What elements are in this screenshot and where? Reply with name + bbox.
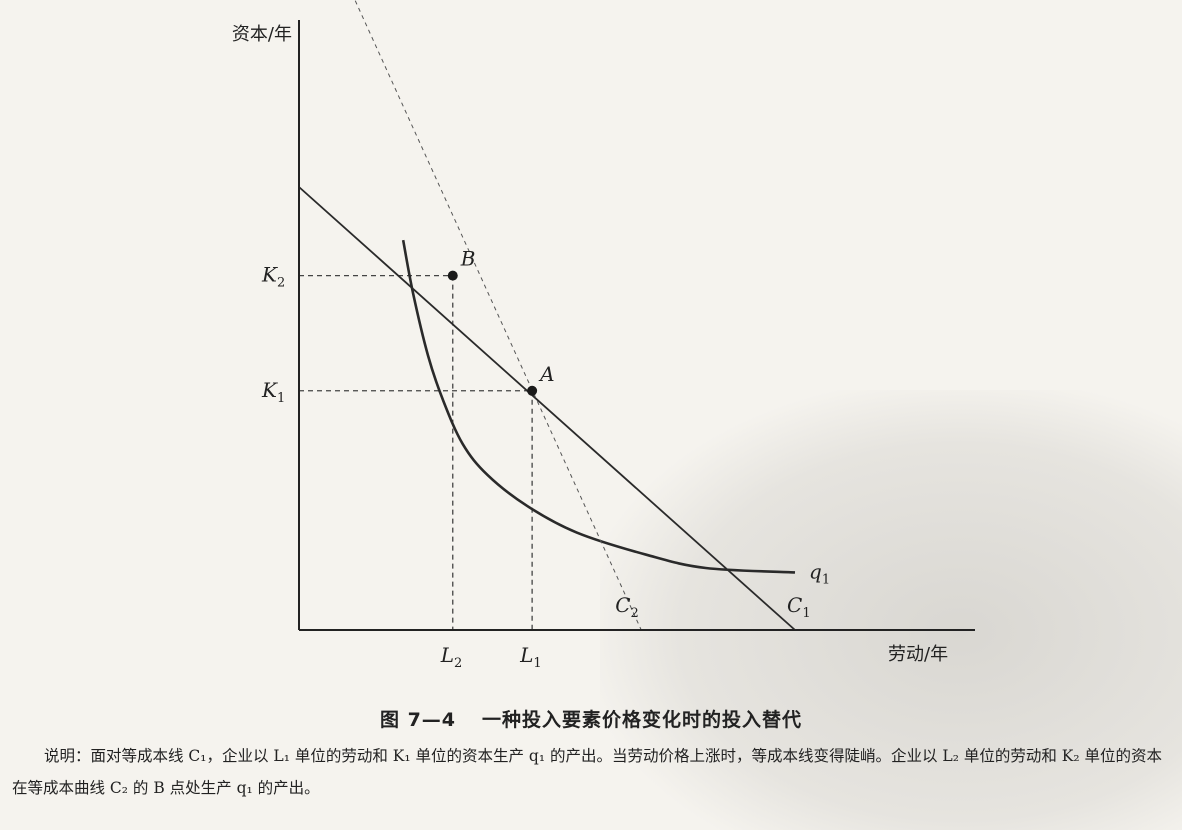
guide-lines [299,274,533,630]
series-label-C2: C2 [615,593,639,621]
point-B [447,270,458,281]
series-label-C1-sub: 1 [802,606,810,621]
point-markers [447,270,538,396]
x-tick-label-L1-main: L [519,643,533,667]
series-label-q1-sub: 1 [822,572,830,587]
figure-number: 图 7—4 [379,709,457,731]
curves [298,0,796,631]
figure-note: 说明：面对等成本线 C₁，企业以 L₁ 单位的劳动和 K₁ 单位的资本生产 q₁… [12,747,1163,797]
y-tick-label-K1: K1 [261,378,285,406]
series-label-C1: C1 [787,593,811,621]
y-axis-label: 资本/年 [232,24,292,45]
x-axis-label: 劳动/年 [888,644,948,665]
y-tick-label-K2-sub: 2 [277,276,285,291]
series-label-q1: q1 [809,559,830,587]
series-label-C1-main: C [787,593,802,617]
isocost-line-C1 [298,186,796,631]
figure-caption-title: 图 7—4 一种投入要素价格变化时的投入替代 [0,705,1182,732]
isocost-line-C2 [354,0,642,631]
isoquant-q1 [401,239,796,574]
y-tick-label-K1-sub: 1 [277,391,285,406]
point-A [527,385,538,396]
figure-title: 一种投入要素价格变化时的投入替代 [482,709,803,731]
series-label-q1-main: q [809,559,822,583]
series-label-C2-main: C [615,593,630,617]
x-tick-label-L2-sub: 2 [454,656,462,671]
x-tick-label-L1-sub: 1 [533,656,541,671]
y-tick-label-K2: K2 [261,263,285,291]
x-tick-label-L2: L2 [440,643,463,671]
x-tick-label-L2-main: L [440,643,454,667]
y-tick-label-K1-main: K [261,378,278,402]
axes: 资本/年 劳动/年 [232,20,975,665]
y-tick-label-K2-main: K [261,263,278,287]
x-tick-label-L1: L1 [519,643,542,671]
point-label-A: A [538,362,554,386]
series-label-C2-sub: 2 [631,606,639,621]
point-label-B: B [460,247,476,271]
